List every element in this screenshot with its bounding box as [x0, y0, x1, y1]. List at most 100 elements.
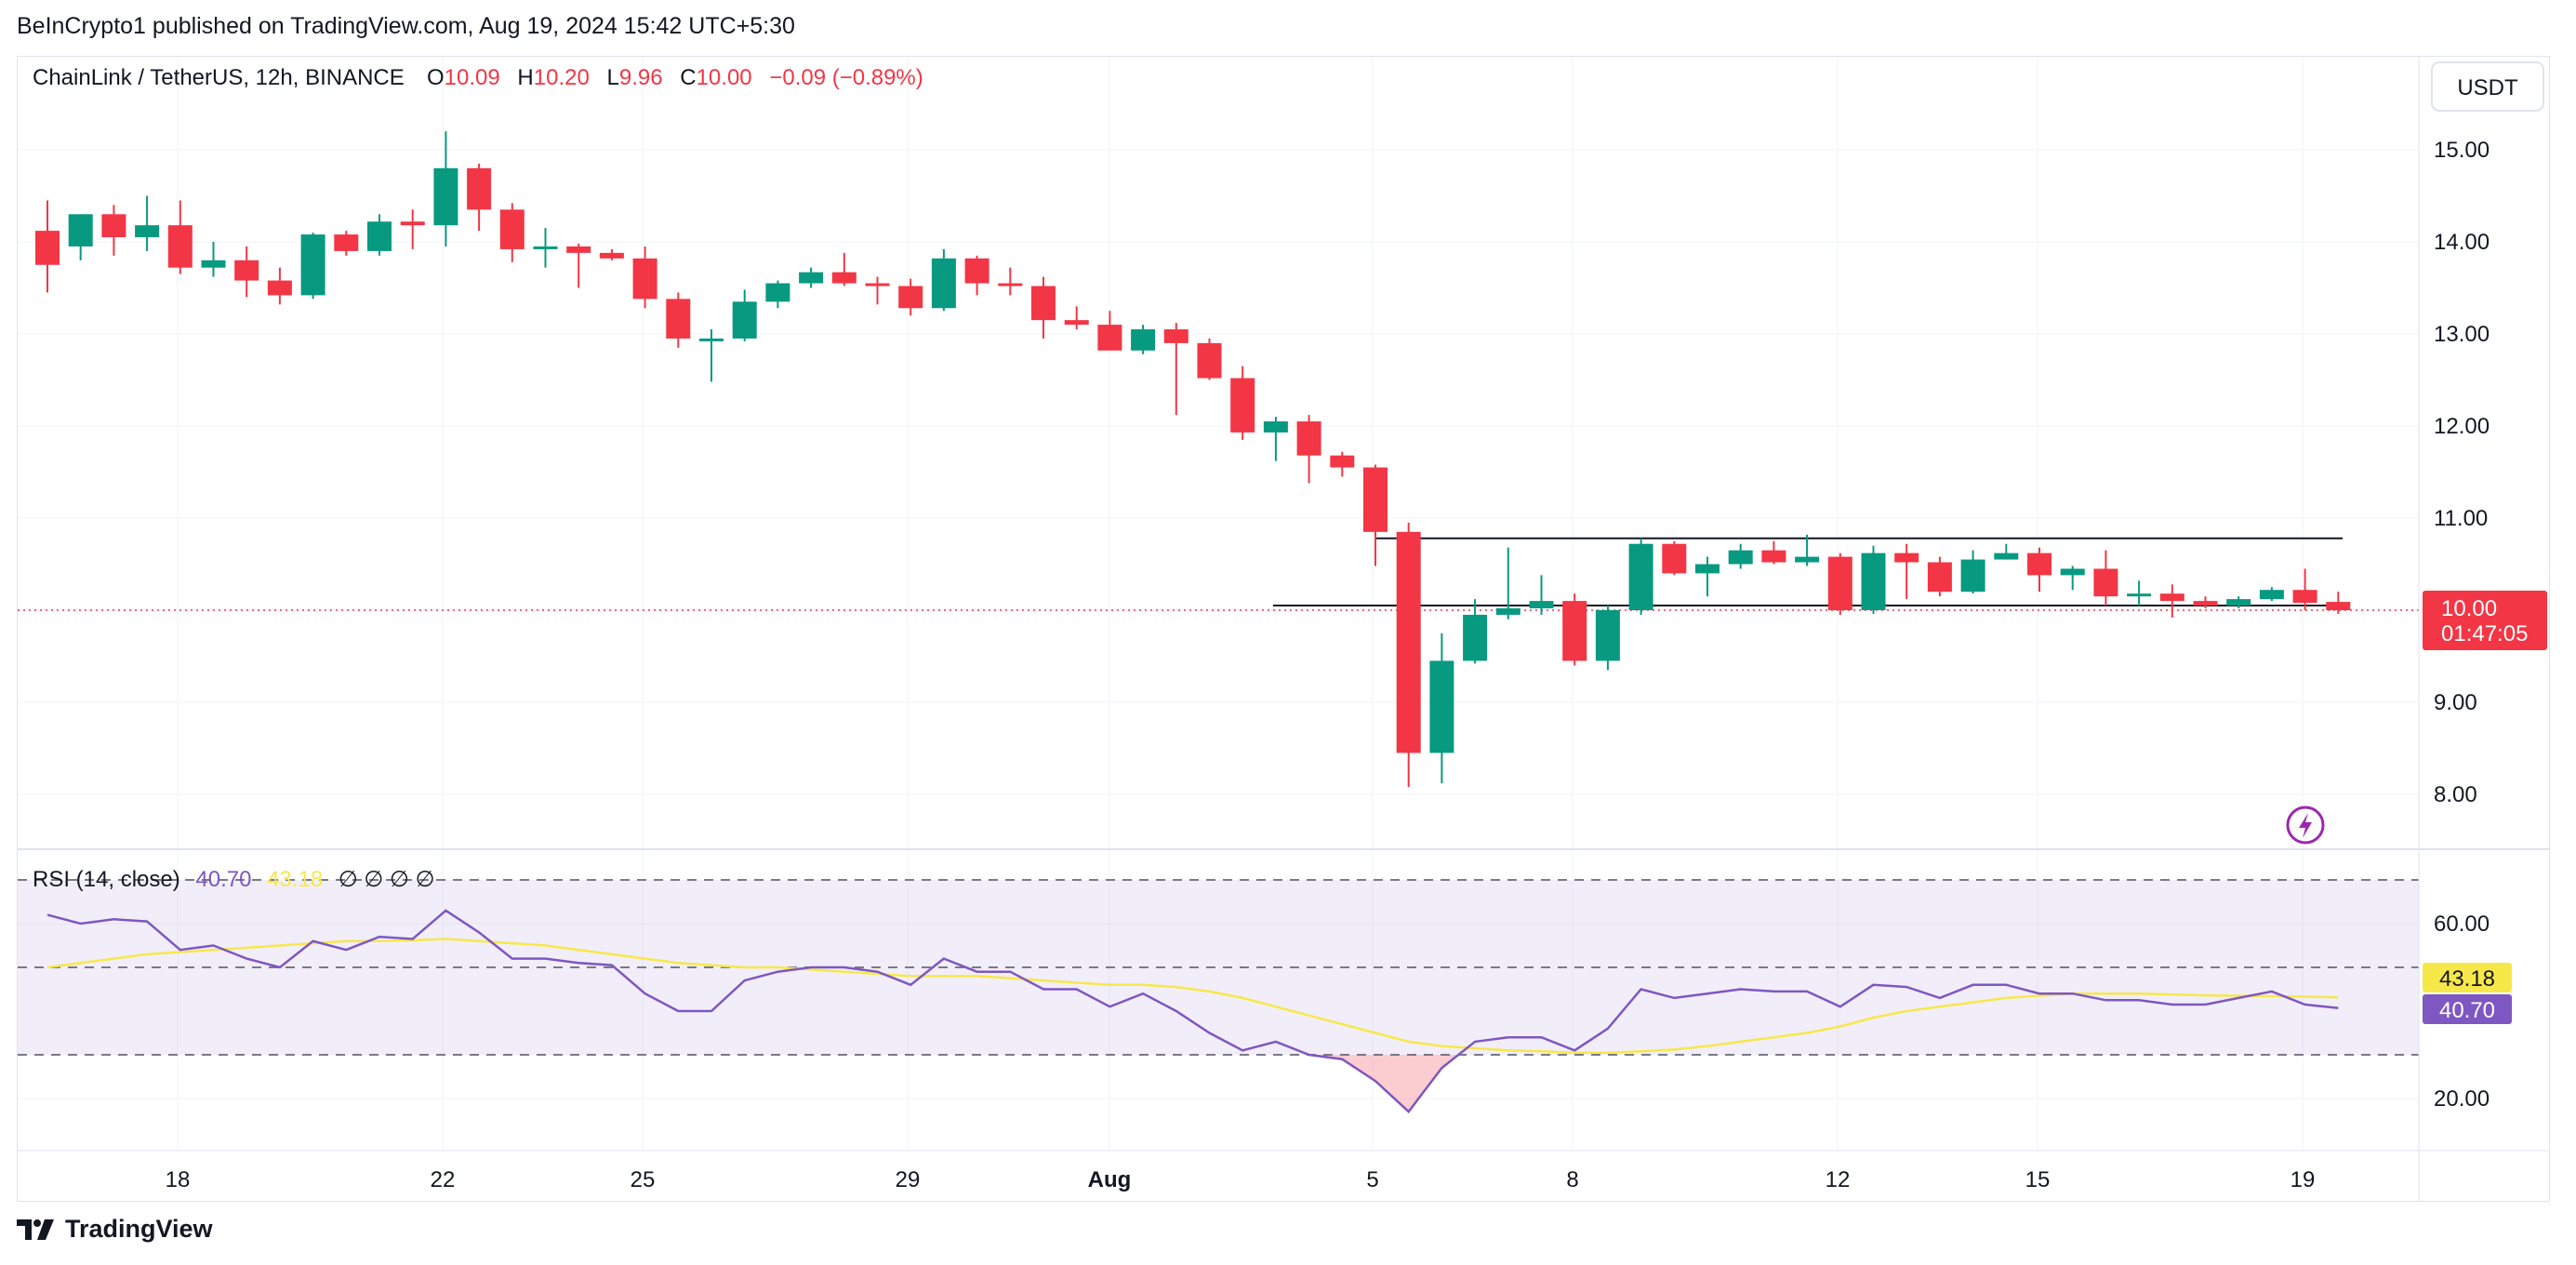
- candle-body: [2326, 602, 2351, 610]
- low-label: L: [606, 65, 618, 90]
- candle: [2093, 550, 2118, 606]
- candle-body: [2259, 590, 2284, 600]
- footer-brand[interactable]: TradingView: [17, 1215, 213, 1244]
- candle: [367, 214, 392, 256]
- candle-body: [1861, 553, 1886, 610]
- candle: [267, 267, 292, 305]
- lightning-icon[interactable]: [2286, 806, 2325, 845]
- candle-body: [1827, 556, 1852, 610]
- candle: [2292, 568, 2317, 610]
- candle: [1429, 632, 1454, 784]
- price-tick-label: 15.00: [2434, 138, 2490, 163]
- candle-body: [1728, 550, 1753, 565]
- candle: [1827, 553, 1852, 615]
- candle: [666, 292, 691, 348]
- candle: [68, 214, 93, 260]
- candle: [400, 209, 425, 249]
- time-label: 22: [431, 1167, 456, 1192]
- candle: [898, 278, 923, 316]
- candle: [1197, 338, 1222, 380]
- candle-body: [1230, 378, 1255, 433]
- candle: [1163, 323, 1188, 416]
- footer-brand-text: TradingView: [65, 1215, 213, 1243]
- time-label: 5: [1366, 1167, 1378, 1192]
- candle-body: [599, 252, 624, 259]
- currency-label: USDT: [2457, 75, 2518, 100]
- candle: [1628, 538, 1653, 615]
- candle: [1761, 540, 1786, 565]
- candle-body: [68, 214, 93, 246]
- candle: [2259, 587, 2284, 602]
- rsi-ma-tag: 43.18: [2423, 963, 2512, 992]
- candle-body: [101, 214, 126, 238]
- time-label: 12: [1826, 1167, 1851, 1192]
- candle: [1363, 464, 1388, 566]
- close-value: 10.00: [697, 65, 752, 90]
- rsi-tag: 40.70: [2423, 994, 2512, 1024]
- candle: [167, 200, 193, 274]
- candle-body: [499, 209, 524, 249]
- rsi-legend[interactable]: RSI (14, close) 40.70 43.18 ∅ ∅ ∅ ∅: [33, 867, 435, 892]
- candle-body: [300, 234, 325, 296]
- candle: [1031, 276, 1056, 339]
- candle-body: [898, 286, 923, 309]
- time-label: Aug: [1088, 1167, 1132, 1192]
- candle-body: [334, 234, 359, 251]
- candle-body: [632, 258, 657, 300]
- candle-body: [1562, 601, 1587, 661]
- candle: [964, 255, 989, 296]
- candle-body: [1529, 601, 1554, 609]
- candle: [831, 252, 856, 286]
- candle: [765, 280, 790, 309]
- candle-body: [1330, 455, 1355, 468]
- candle-body: [732, 301, 757, 339]
- candle: [2060, 566, 2085, 591]
- rsi-value-legend: 40.70: [195, 867, 251, 892]
- rsi-band: [18, 879, 2419, 1112]
- candle-body: [1463, 614, 1488, 661]
- candle-body: [1761, 550, 1786, 563]
- price-tick-label: 13.00: [2434, 322, 2490, 347]
- candle-body: [1296, 421, 1321, 456]
- currency-button[interactable]: USDT: [2431, 61, 2544, 112]
- time-label: 19: [2291, 1167, 2316, 1192]
- candle-body: [1396, 531, 1421, 753]
- candle-body: [699, 338, 724, 341]
- candles: [35, 131, 2351, 788]
- time-label: 15: [2025, 1167, 2051, 1192]
- chart-canvas[interactable]: 15.00 14.00 13.00 12.00 11.00 9.00 8.00 60.00 20…: [18, 57, 2549, 1201]
- high-label: H: [517, 65, 533, 90]
- candle: [1064, 306, 1089, 330]
- last-price-value: 10.00: [2441, 596, 2497, 621]
- close-label: C: [680, 65, 696, 90]
- candle: [699, 329, 724, 382]
- rsi-oversold-fill: [1308, 1055, 1459, 1112]
- candle: [234, 246, 259, 298]
- candle-body: [666, 299, 691, 339]
- symbol-legend[interactable]: ChainLink / TetherUS, 12h, BINANCE: [33, 65, 405, 90]
- candle: [1463, 599, 1488, 664]
- change-value: −0.09 (−0.89%): [769, 65, 923, 90]
- candle-body: [931, 258, 956, 309]
- candle-body: [1628, 543, 1653, 610]
- candle-body: [135, 225, 160, 238]
- price-tick-label: 14.00: [2434, 230, 2490, 255]
- time-axis[interactable]: 18 22 25 29 Aug 5 8 12 15 19: [166, 1167, 2316, 1192]
- tradingview-logo-icon: [17, 1218, 54, 1240]
- publish-info: BeInCrypto1 published on TradingView.com…: [17, 13, 795, 39]
- candle-body: [1031, 286, 1056, 321]
- candle: [2159, 584, 2184, 618]
- candle: [201, 242, 226, 277]
- rsi-extra-values: ∅ ∅ ∅ ∅: [339, 867, 435, 892]
- candle-body: [1894, 553, 1919, 563]
- candle-body: [433, 167, 458, 226]
- candle: [865, 276, 890, 305]
- candle-body: [533, 246, 558, 249]
- candle-body: [2027, 553, 2052, 576]
- rsi-ma-line: [46, 938, 2339, 1054]
- candle-body: [35, 231, 60, 265]
- candle: [1330, 451, 1355, 477]
- candle: [35, 200, 60, 293]
- candle: [1495, 547, 1520, 619]
- time-label: 18: [166, 1167, 191, 1192]
